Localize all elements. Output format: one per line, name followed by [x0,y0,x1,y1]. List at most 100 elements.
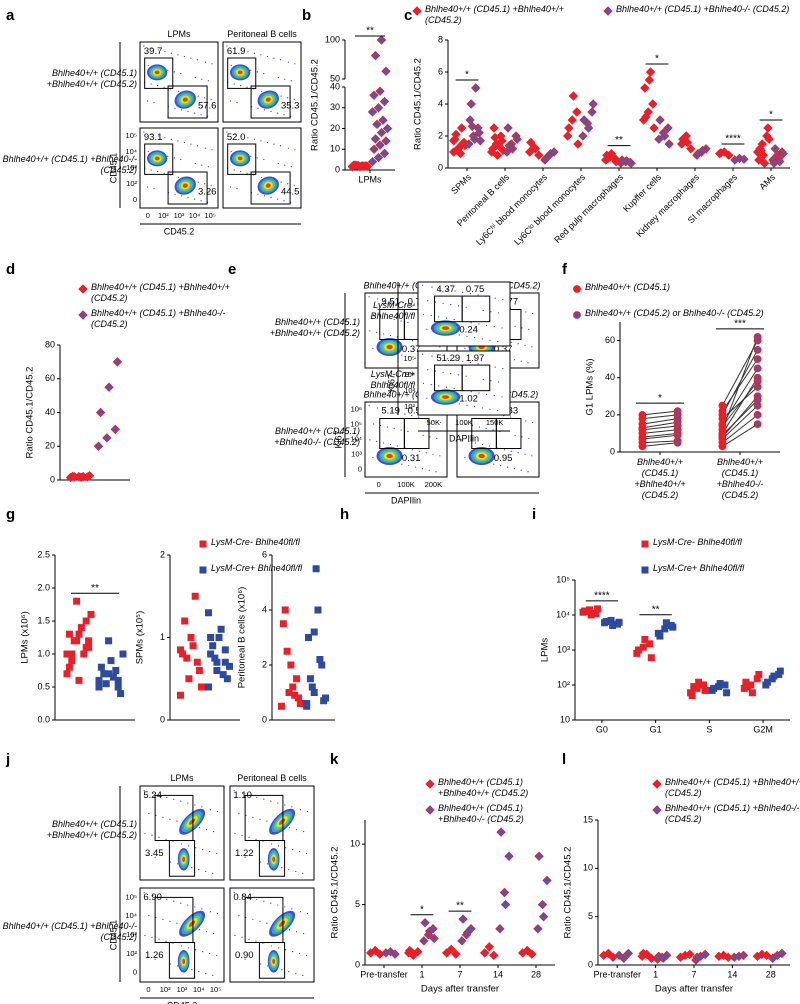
data-point [104,382,114,392]
data-point [692,952,702,962]
legend-marker [425,779,435,789]
event-dot [469,293,472,295]
event-dot [390,301,392,303]
data-point [504,851,514,861]
event-dot [209,911,212,913]
event-dot [281,867,283,869]
event-dot [481,338,483,340]
event-dot [270,902,272,904]
panel-letter: d [6,261,15,278]
event-dot [248,836,250,838]
event-dot [481,443,484,446]
event-dot [173,71,175,73]
event-dot [198,868,200,871]
event-dot [177,863,179,865]
y-tick-label: 0 [50,474,55,484]
flow-x-label: CD45.2 [164,226,195,236]
y-tick-label: 0 [355,959,360,969]
event-dot [299,911,302,913]
event-dot [205,931,208,933]
pair-line [642,434,678,440]
data-point [503,123,513,133]
gate-percent: 0.31 [402,453,421,464]
event-dot [211,149,213,151]
data-point [638,435,647,443]
gate-percent: 0.37 [494,344,513,355]
y-tick-label: 1.0 [37,648,50,658]
y-axis-label: Ratio CD45.1/CD45.2 [25,367,36,459]
event-dot [382,333,385,335]
event-dot [266,55,269,58]
x-tick-label: S [706,724,712,734]
flow-y-tick: 10⁵ [351,419,362,428]
event-dot [158,938,160,940]
event-dot [532,421,534,424]
panel-letter: f [562,261,568,278]
data-point [95,683,103,691]
data-point [499,887,510,898]
event-dot [147,854,149,856]
data-point [753,410,762,419]
event-dot [454,290,456,292]
pair-line [722,423,758,447]
event-dot [386,426,388,428]
data-point [376,127,387,138]
data-point [226,662,233,670]
event-dot [277,76,279,79]
event-dot [194,162,196,165]
data-point [623,948,634,959]
y-axis-label: SPMs (x10⁵) [135,611,146,665]
event-dot [234,133,236,136]
data-point [753,396,762,404]
pair-line [642,429,678,434]
data-point [656,632,664,640]
data-point [119,650,127,658]
data-point [615,618,623,626]
event-dot [237,956,239,958]
data-point [84,471,95,481]
event-dot [165,838,167,840]
event-dot [273,57,275,59]
flow-x-tick: 10⁵ [210,985,221,994]
legend-label-box: Bhlhe40+/+ (CD45.1) +Bhlhe40+/+ (CD45.2) [438,777,529,798]
event-dot [146,186,149,188]
event-dot [299,850,301,853]
event-dot [284,906,286,908]
event-dot [283,114,285,116]
data-point [381,136,391,146]
data-point [697,145,708,156]
data-point [564,123,574,133]
flow-plot: 4.37 0.75 0.24 [417,281,511,347]
data-point [534,150,544,160]
event-dot [188,947,190,949]
legend-label: Bhlhe40+/+ (CD45.1) +Bhlhe40+/+ (CD45.2) [438,777,529,798]
data-point [649,123,659,133]
event-dot [257,107,259,109]
event-dot [474,337,476,339]
gate [461,364,491,392]
event-dot [242,792,244,795]
data-point [777,948,787,959]
legend-label-box: Bhlhe40+/+ (CD45.2) or Bhlhe40-/- (CD45.… [585,308,764,318]
gate-percent: 39.7 [144,46,163,57]
row-label-box: Bhlhe40+/+ (CD45.1) +Bhlhe40+/+ (CD45.2) [270,317,360,338]
event-dot [266,820,268,822]
event-dot [490,311,492,313]
flow-y-tick: 10² [404,402,415,411]
row-label-box: Bhlhe40+/+ (CD45.1) +Bhlhe40-/- (CD45.2) [274,426,360,447]
legend-label-box: Bhlhe40+/+ (CD45.1) +Bhlhe40+/+ (CD45.2) [91,282,230,303]
pair-line [721,377,759,434]
event-dot [143,131,145,133]
data-point [484,942,494,952]
density [265,97,271,102]
data-point [358,161,368,171]
event-dot [478,426,480,428]
data-point [634,646,642,654]
event-dot [482,309,484,312]
data-point [504,140,514,151]
event-dot [177,140,179,142]
data-point [718,414,727,423]
event-dot [524,344,526,346]
data-point [457,936,467,946]
event-dot [180,800,182,802]
